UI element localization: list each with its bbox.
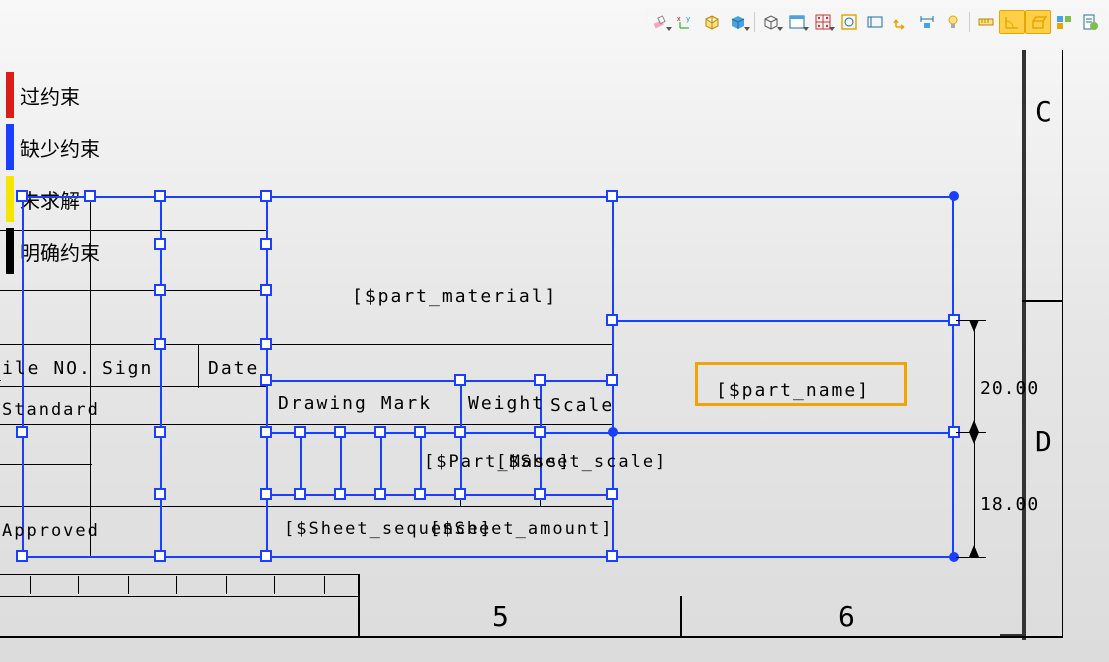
edit-handle[interactable] (154, 238, 166, 250)
edit-handle[interactable] (334, 488, 346, 500)
edit-handle[interactable] (260, 238, 272, 250)
edit-handle[interactable] (16, 426, 28, 438)
edit-handle[interactable] (260, 338, 272, 350)
svg-text:y: y (686, 16, 690, 24)
field-sheet-scale[interactable]: [$Sheet_scale] (496, 452, 667, 472)
wire-cube-icon[interactable] (758, 10, 784, 34)
anchor-point[interactable] (608, 427, 618, 437)
drawing-canvas[interactable]: C D (0, 0, 1109, 662)
legend-under-constrained: 缺少约束 (6, 124, 100, 170)
edit-handle[interactable] (454, 488, 466, 500)
edit-handle[interactable] (154, 488, 166, 500)
edit-handle[interactable] (606, 550, 618, 562)
edit-handle[interactable] (260, 426, 272, 438)
edit-handle[interactable] (260, 488, 272, 500)
edit-handle[interactable] (16, 550, 28, 562)
grid-icon[interactable] (810, 10, 836, 34)
aspect-icon[interactable] (862, 10, 888, 34)
label-date: Date (208, 358, 259, 379)
edit-handle[interactable] (154, 426, 166, 438)
edit-handle[interactable] (260, 374, 272, 386)
sheet-number-5: 5 (492, 600, 509, 633)
legend-over-constrained: 过约束 (6, 72, 100, 118)
edit-handle[interactable] (16, 190, 28, 202)
blocks-icon[interactable] (1051, 10, 1077, 34)
svg-text:x: x (677, 16, 681, 23)
edit-handle[interactable] (260, 284, 272, 296)
target-icon[interactable] (836, 10, 862, 34)
legend-fully-constrained: 明确约束 (6, 228, 100, 274)
bulb-icon[interactable] (940, 10, 966, 34)
field-part-material[interactable]: [$part_material] (352, 286, 557, 307)
zone-d: D (1035, 425, 1052, 458)
edit-handle[interactable] (454, 374, 466, 386)
edit-handle[interactable] (84, 190, 96, 202)
edit-handle[interactable] (606, 314, 618, 326)
xy-axis-icon[interactable]: xy (673, 10, 699, 34)
edit-handle[interactable] (294, 426, 306, 438)
angle-icon[interactable] (999, 10, 1025, 34)
edit-handle[interactable] (294, 488, 306, 500)
edit-handle[interactable] (154, 550, 166, 562)
label-scale: Scale (550, 395, 614, 416)
edit-handle[interactable] (414, 488, 426, 500)
solid-cube-icon[interactable] (725, 10, 751, 34)
ruler-icon[interactable] (973, 10, 999, 34)
constraint-legend: 过约束 缺少约束 未求解 明确约束 (6, 72, 100, 274)
edit-handle[interactable] (534, 488, 546, 500)
edit-handle[interactable] (154, 284, 166, 296)
sheet-icon[interactable] (1077, 10, 1103, 34)
edit-handle[interactable] (454, 426, 466, 438)
edit-handle[interactable] (374, 426, 386, 438)
edit-handle[interactable] (154, 338, 166, 350)
zone-c: C (1035, 95, 1052, 128)
field-sheet-amount[interactable]: [$Sheet_amount] (430, 519, 614, 539)
edit-handle[interactable] (606, 190, 618, 202)
edit-handle[interactable] (534, 374, 546, 386)
label-drawing-mark: Drawing Mark (278, 393, 432, 414)
label-approved: Approved (2, 521, 100, 541)
label-ile-no: ile NO. (2, 358, 92, 379)
selection-box[interactable] (695, 362, 907, 406)
edit-handle[interactable] (606, 374, 618, 386)
edit-handle[interactable] (260, 190, 272, 202)
edit-handle[interactable] (606, 488, 618, 500)
edit-handle[interactable] (154, 190, 166, 202)
label-sign: Sign (102, 358, 153, 379)
hmeasure-icon[interactable] (914, 10, 940, 34)
edit-handle[interactable] (374, 488, 386, 500)
edit-handle[interactable] (414, 426, 426, 438)
arrows-icon[interactable] (888, 10, 914, 34)
label-standard: Standard (2, 400, 100, 420)
sheet-number-6: 6 (838, 600, 855, 633)
cube-sketch-icon[interactable] (699, 10, 725, 34)
top-toolbar: xy (645, 8, 1105, 36)
dimension-lower[interactable]: 18.00 (980, 494, 1039, 515)
edit-handle[interactable] (534, 426, 546, 438)
anchor-point[interactable] (949, 191, 959, 201)
eraser-icon[interactable] (647, 10, 673, 34)
edit-handle[interactable] (260, 550, 272, 562)
edit-handle[interactable] (334, 426, 346, 438)
window-icon[interactable] (784, 10, 810, 34)
extrude-icon[interactable] (1025, 10, 1051, 34)
label-weight: Weight (468, 393, 545, 414)
dimension-upper[interactable]: 20.00 (980, 378, 1039, 399)
